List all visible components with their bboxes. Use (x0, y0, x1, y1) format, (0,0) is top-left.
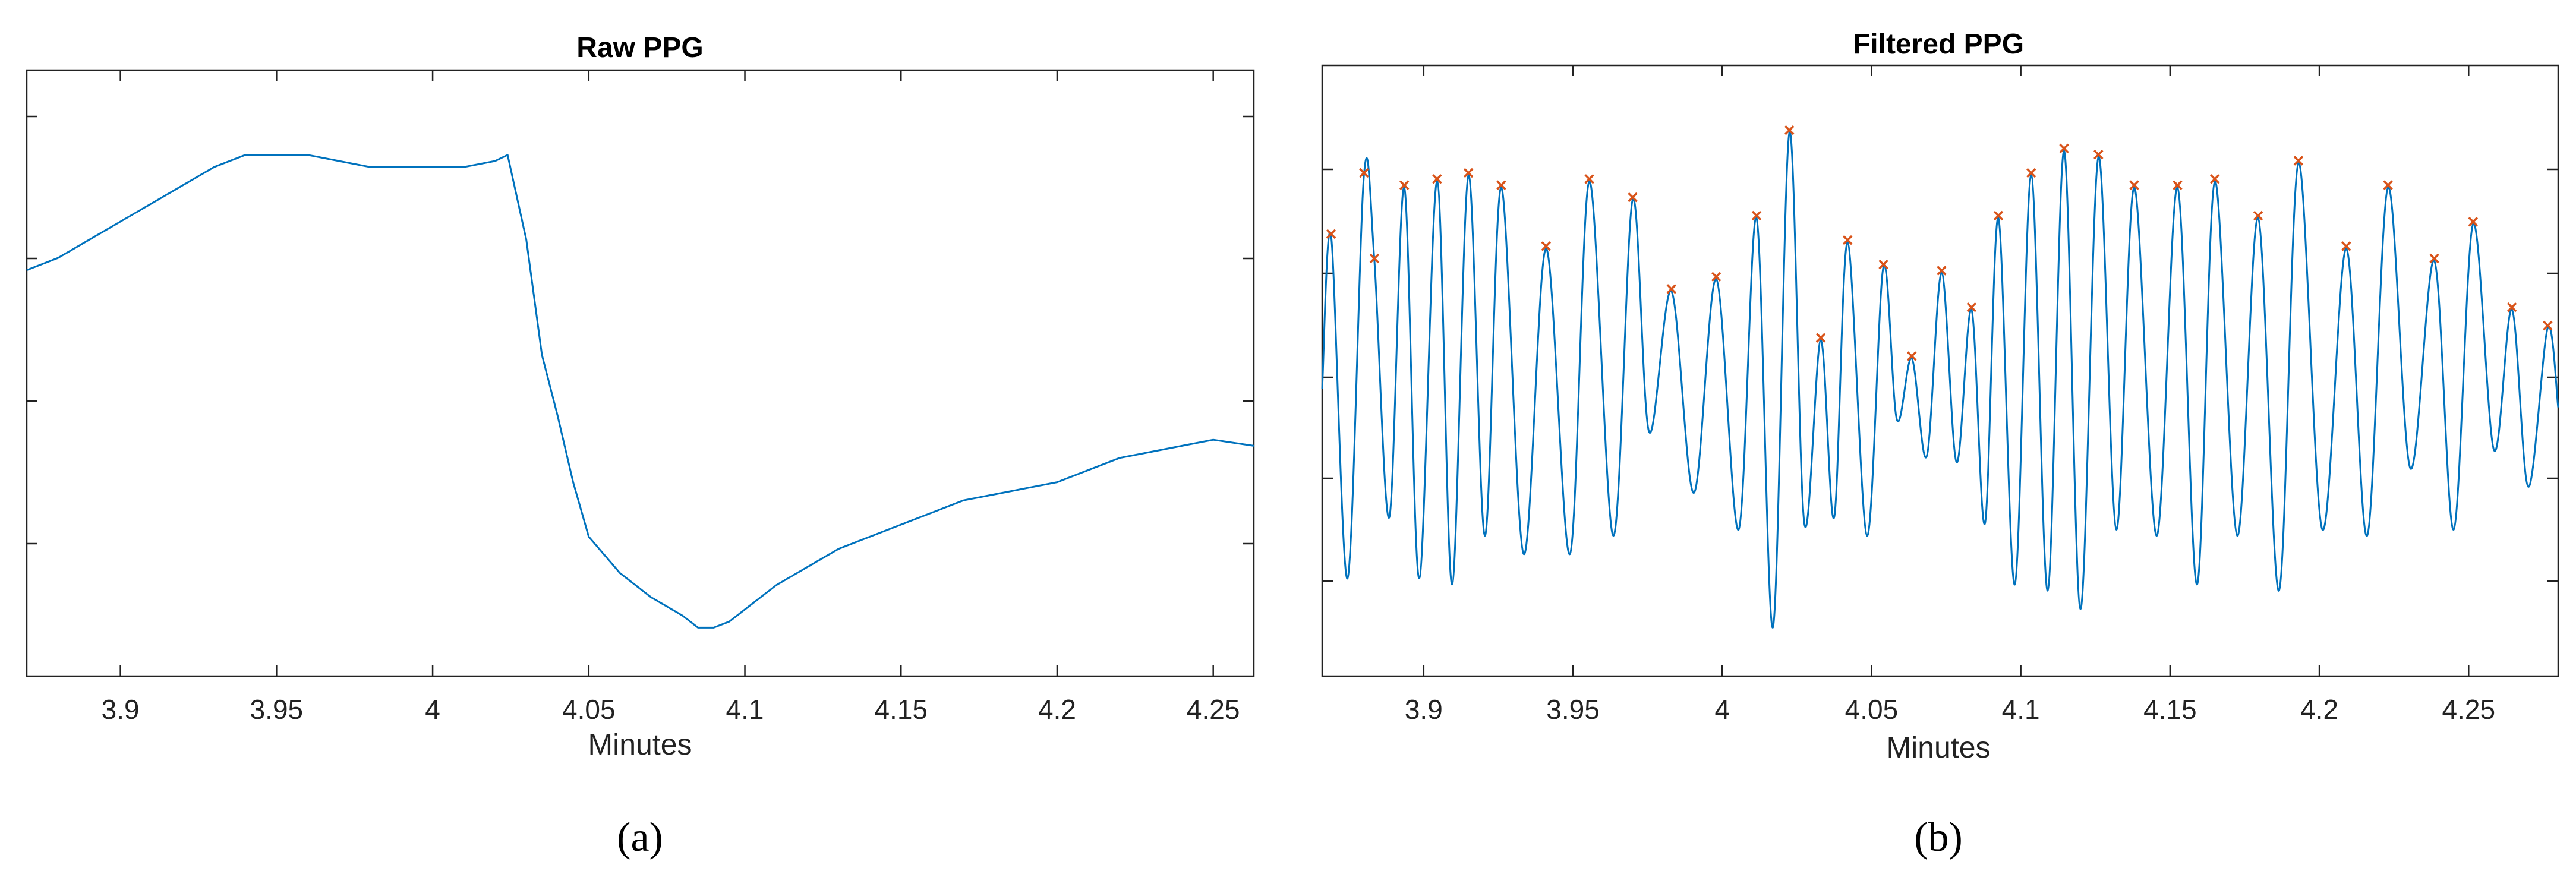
raw-ppg-x-tick-label: 4.25 (1187, 694, 1240, 725)
filtered-ppg-x-tick-label: 3.95 (1546, 694, 1600, 725)
panel-a-caption: (a) (617, 815, 663, 860)
panel-b-caption: (b) (1914, 815, 1963, 860)
peak-marker (1907, 351, 1917, 361)
filtered-ppg-x-tick-label: 4.1 (2002, 694, 2040, 725)
peak-marker (1815, 333, 1826, 343)
peak-marker (1628, 192, 1638, 203)
raw-ppg-x-tick-label: 4.15 (874, 694, 928, 725)
peak-marker (2129, 180, 2139, 190)
raw-ppg-y-ticks (27, 115, 1254, 545)
peak-marker (1326, 229, 1336, 239)
filtered-ppg-x-tick-label: 4.25 (2442, 694, 2496, 725)
peak-marker (2093, 149, 2104, 160)
filtered-ppg-series-line (1321, 131, 2559, 629)
peak-marker (1584, 174, 1594, 184)
raw-ppg-x-tick-label: 3.95 (250, 694, 304, 725)
peak-marker (1966, 302, 1976, 313)
peak-marker (1369, 253, 1380, 264)
peak-marker (2543, 320, 2553, 331)
peak-marker (1432, 174, 1442, 184)
peak-marker (1878, 260, 1888, 270)
raw-ppg-x-tick-label: 3.9 (102, 694, 140, 725)
filtered-ppg-peak-markers (1326, 125, 2553, 361)
raw-ppg-x-tick-label: 4 (425, 694, 440, 725)
filtered-ppg-y-ticks (1322, 168, 2558, 582)
filtered-ppg-axes-frame (1321, 64, 2559, 677)
peak-marker (1993, 210, 2004, 221)
filtered-ppg-x-tick-label: 4.05 (1845, 694, 1899, 725)
filtered-ppg-title: Filtered PPG (1853, 29, 2024, 60)
peak-marker (1399, 180, 1410, 190)
raw-ppg-x-tick-label: 4.05 (562, 694, 616, 725)
raw-ppg-x-axis-label: Minutes (588, 728, 692, 761)
filtered-ppg-x-ticks: 3.9 3.95 4 4.05 4.1 4.15 4.2 4.25 (1405, 65, 2495, 725)
peak-marker (2209, 174, 2220, 184)
raw-ppg-title: Raw PPG (576, 32, 703, 64)
peak-marker (1463, 168, 1474, 178)
peak-marker (1784, 125, 1795, 135)
filtered-ppg-x-tick-label: 4.2 (2300, 694, 2338, 725)
peak-marker (2468, 217, 2479, 227)
raw-ppg-panel: Raw PPG 3.9 3.95 4 4.05 4.1 4.15 4.2 4.25 Minut… (26, 32, 1255, 860)
raw-ppg-x-ticks: 3.9 3.95 4 4.05 4.1 4.15 4.2 4.25 (102, 70, 1240, 725)
peak-marker (2059, 143, 2069, 154)
peak-marker (2383, 180, 2393, 190)
filtered-ppg-x-tick-label: 4.15 (2143, 694, 2197, 725)
filtered-ppg-x-tick-label: 4 (1714, 694, 1730, 725)
filtered-ppg-panel: Filtered PPG 3.9 3.95 4 4.05 4.1 4.15 4.2 4.25 … (1321, 29, 2559, 860)
peak-marker (1496, 180, 1506, 190)
peak-marker (2293, 156, 2304, 166)
peak-marker (1711, 272, 1721, 282)
raw-ppg-x-tick-label: 4.1 (726, 694, 764, 725)
filtered-ppg-x-axis-label: Minutes (1886, 731, 1990, 764)
peak-marker (1359, 168, 1369, 178)
filtered-ppg-x-tick-label: 3.9 (1405, 694, 1443, 725)
raw-ppg-series-line (26, 154, 1254, 629)
peak-marker (2506, 302, 2517, 313)
peak-marker (1937, 266, 1947, 276)
peak-marker (2173, 180, 2183, 190)
peak-marker (1666, 284, 1677, 294)
peak-marker (2341, 241, 2351, 251)
peak-marker (1843, 235, 1853, 245)
raw-ppg-x-tick-label: 4.2 (1038, 694, 1076, 725)
peak-marker (2253, 210, 2263, 221)
peak-marker (1751, 210, 1762, 221)
peak-marker (2026, 168, 2036, 178)
raw-ppg-axes-frame (26, 69, 1255, 677)
peak-marker (1541, 241, 1552, 251)
peak-marker (2429, 253, 2439, 264)
